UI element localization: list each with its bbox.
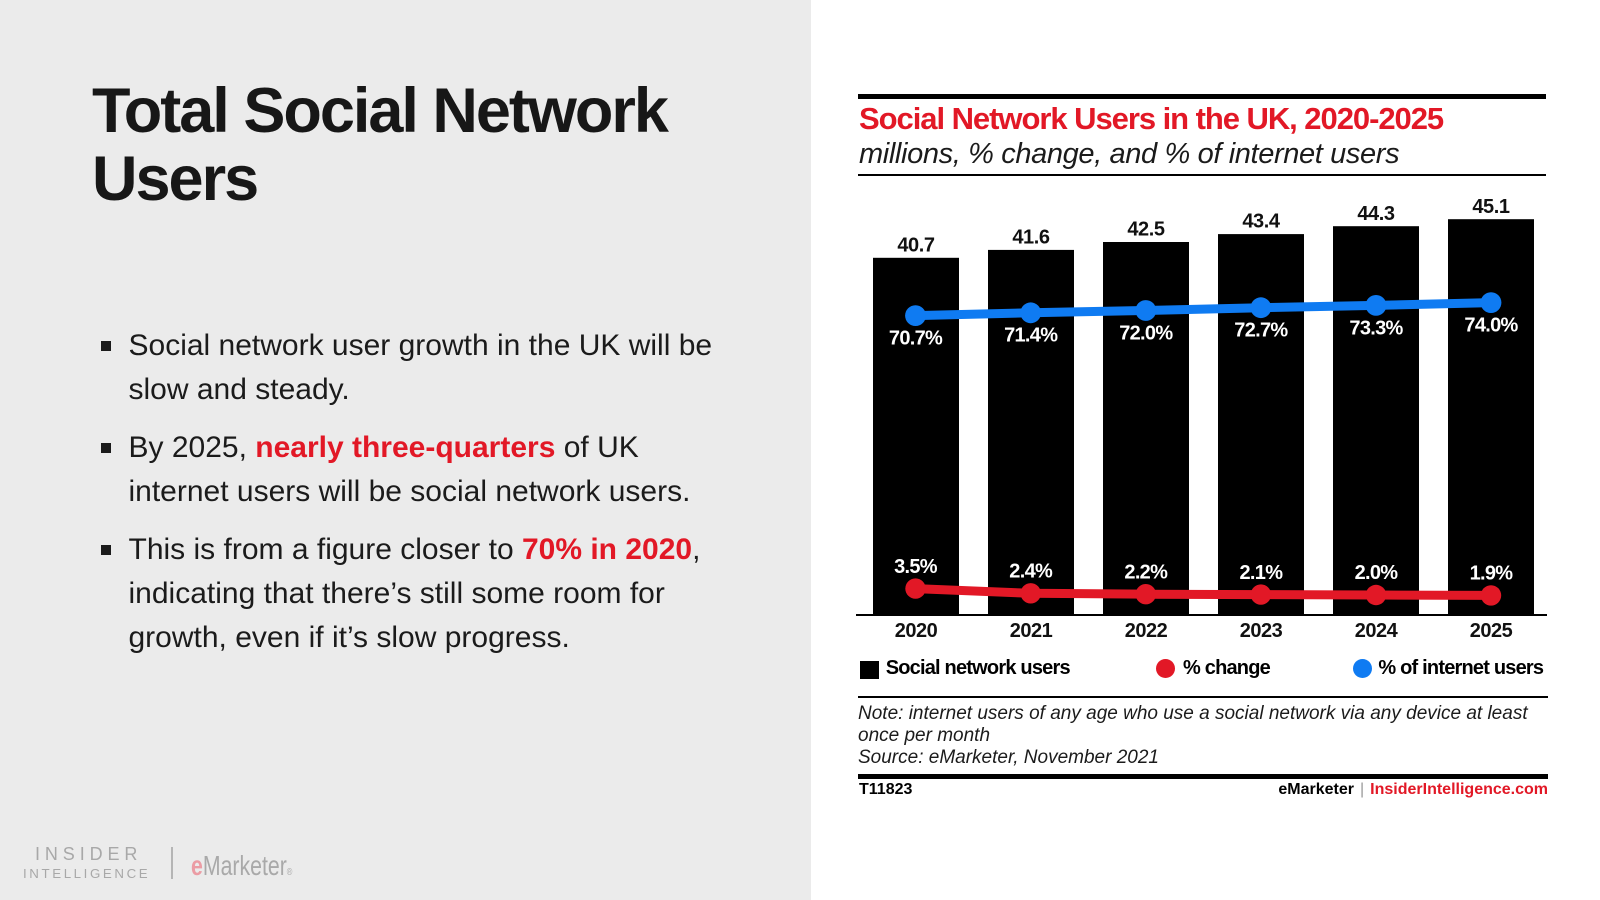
svg-text:70.7%: 70.7% <box>889 328 943 350</box>
svg-text:72.7%: 72.7% <box>1234 320 1288 342</box>
svg-text:2.0%: 2.0% <box>1355 562 1399 584</box>
svg-text:74.0%: 74.0% <box>1464 315 1518 337</box>
svg-text:2024: 2024 <box>1355 620 1399 642</box>
svg-text:2020: 2020 <box>895 620 938 642</box>
svg-text:2021: 2021 <box>1010 620 1053 642</box>
svg-text:2.1%: 2.1% <box>1240 562 1284 584</box>
svg-text:2023: 2023 <box>1240 620 1283 642</box>
svg-text:43.4: 43.4 <box>1242 211 1281 233</box>
svg-text:71.4%: 71.4% <box>1004 325 1058 347</box>
svg-text:2.4%: 2.4% <box>1009 561 1053 583</box>
svg-text:45.1: 45.1 <box>1472 196 1510 218</box>
svg-text:2025: 2025 <box>1470 620 1513 642</box>
svg-text:72.0%: 72.0% <box>1119 322 1173 344</box>
svg-text:40.7: 40.7 <box>897 234 935 256</box>
svg-text:1.9%: 1.9% <box>1470 563 1514 585</box>
svg-text:2.2%: 2.2% <box>1124 561 1168 583</box>
svg-text:2022: 2022 <box>1125 620 1168 642</box>
svg-text:73.3%: 73.3% <box>1349 317 1403 339</box>
svg-text:44.3: 44.3 <box>1357 203 1395 225</box>
svg-text:3.5%: 3.5% <box>894 556 938 578</box>
svg-text:42.5: 42.5 <box>1127 219 1165 241</box>
svg-text:41.6: 41.6 <box>1012 227 1050 249</box>
